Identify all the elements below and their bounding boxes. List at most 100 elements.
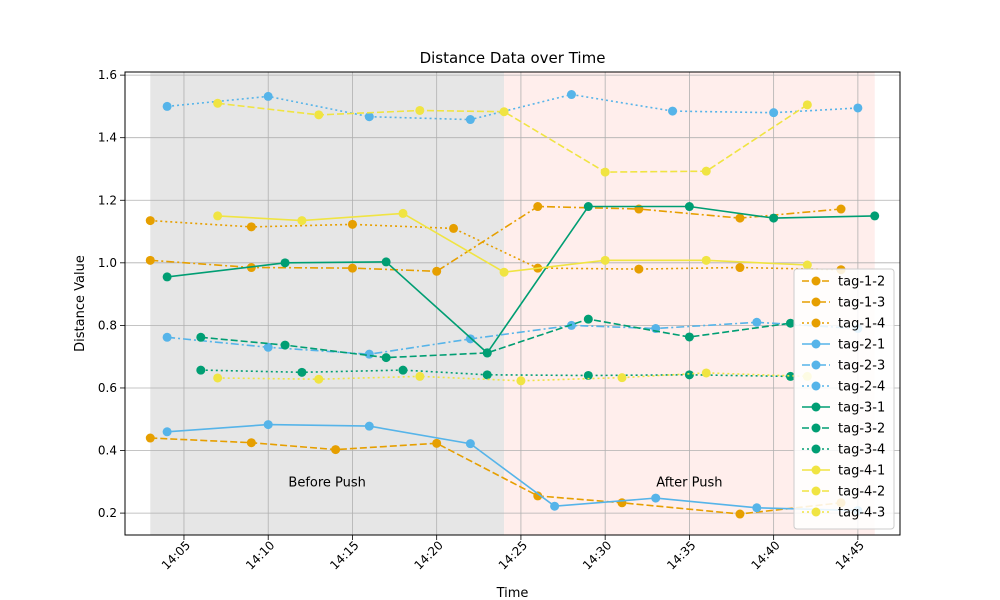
y-tick-label-7: 1.6 <box>98 68 117 82</box>
legend-label-tag-1-2: tag-1-2 <box>838 275 885 290</box>
data-point-tag-3-1-1 <box>280 258 290 268</box>
series-tag-3-4 <box>196 365 795 381</box>
data-point-tag-2-1-1 <box>263 420 273 430</box>
legend-marker-tag-4-3 <box>811 507 821 517</box>
series-tag-3-1 <box>162 202 880 358</box>
data-point-tag-2-3-1 <box>263 342 273 352</box>
series-tag-4-2 <box>213 98 812 177</box>
y-tick-label-0: 0.2 <box>98 506 117 520</box>
legend-label-tag-1-3: tag-1-3 <box>838 296 885 311</box>
y-axis-ticks: 0.2 0.4 0.6 0.8 1.0 1.2 1.4 1.6 <box>98 68 125 520</box>
data-point-tag-1-2-2 <box>331 445 341 455</box>
region-annotations: Before Push After Push <box>288 476 722 491</box>
y-axis-label: Distance Value <box>73 255 88 352</box>
shaded-regions <box>150 72 875 535</box>
data-point-tag-4-2-5 <box>701 166 711 176</box>
legend-item-tag-2-3: tag-2-3 <box>802 359 885 374</box>
legend-marker-tag-2-1 <box>811 339 821 349</box>
data-point-tag-1-4-2 <box>347 219 357 229</box>
data-point-tag-3-1-6 <box>769 213 779 223</box>
data-point-tag-2-1-2 <box>364 421 374 431</box>
series-line-tag-3-1 <box>167 205 875 355</box>
series-line-tag-1-2 <box>150 437 842 515</box>
data-point-tag-1-4-1 <box>246 222 256 232</box>
legend-label-tag-2-4: tag-2-4 <box>838 380 885 395</box>
data-point-tag-4-1-1 <box>297 216 307 226</box>
data-point-tag-2-4-6 <box>769 108 779 118</box>
data-point-tag-3-4-6 <box>785 371 795 381</box>
data-point-tag-2-4-1 <box>263 91 273 101</box>
data-point-tag-4-1-5 <box>701 255 711 265</box>
data-point-tag-2-3-0 <box>162 332 172 342</box>
data-point-tag-1-2-5 <box>617 498 627 508</box>
grid-lines <box>125 72 900 535</box>
legend-label-tag-3-4: tag-3-4 <box>838 443 885 458</box>
data-point-tag-3-2-6 <box>785 318 795 328</box>
legend-marker-tag-4-2 <box>811 486 821 496</box>
y-tick-label-5: 1.2 <box>98 193 117 207</box>
y-tick-label-2: 0.6 <box>98 381 117 395</box>
legend-item-tag-1-2: tag-1-2 <box>802 275 885 290</box>
data-point-tag-1-2-4 <box>533 491 543 501</box>
series-line-tag-1-3 <box>150 205 842 273</box>
data-point-tag-1-3-3 <box>432 266 442 276</box>
data-point-tag-4-1-6 <box>802 260 812 270</box>
legend-label-tag-3-1: tag-3-1 <box>838 401 885 416</box>
series-line-tag-2-4 <box>167 93 858 121</box>
y-tick-label-6: 1.4 <box>98 131 117 145</box>
data-point-tag-1-3-6 <box>735 213 745 223</box>
data-point-tag-1-4-6 <box>735 263 745 273</box>
data-point-tag-2-4-4 <box>566 90 576 100</box>
legend-marker-tag-4-1 <box>811 465 821 475</box>
data-point-tag-4-2-1 <box>314 110 324 120</box>
series-tag-3-2 <box>196 314 795 363</box>
series-tag-2-4 <box>162 90 863 125</box>
data-point-tag-4-1-0 <box>213 211 223 221</box>
data-point-tag-4-3-1 <box>314 374 324 384</box>
legend-marker-tag-1-2 <box>811 276 821 286</box>
legend-marker-tag-2-4 <box>811 381 821 391</box>
data-point-tag-2-3-6 <box>752 317 762 327</box>
legend-item-tag-4-3: tag-4-3 <box>802 506 885 521</box>
y-tick-label-1: 0.4 <box>98 444 117 458</box>
legend-item-tag-3-1: tag-3-1 <box>802 401 885 416</box>
legend: tag-1-2 tag-1-3 tag-1-4 tag-2-1 tag-2-3 tag-2… <box>793 268 895 530</box>
data-point-tag-3-4-3 <box>482 370 492 380</box>
data-point-tag-4-1-2 <box>398 208 408 218</box>
data-point-tag-3-1-4 <box>583 202 593 212</box>
legend-item-tag-4-2: tag-4-2 <box>802 485 885 500</box>
data-point-tag-1-4-3 <box>449 223 459 233</box>
data-point-tag-4-3-4 <box>617 373 627 383</box>
data-point-tag-1-3-0 <box>145 255 155 265</box>
data-point-tag-4-2-4 <box>600 167 610 177</box>
legend-marker-tag-3-2 <box>811 423 821 433</box>
data-point-tag-4-3-5 <box>701 368 711 378</box>
data-point-tag-1-2-1 <box>246 438 256 448</box>
data-point-tag-3-4-4 <box>583 370 593 380</box>
legend-box <box>793 268 895 530</box>
data-point-tag-4-2-0 <box>213 98 223 108</box>
legend-item-tag-3-2: tag-3-2 <box>802 422 885 437</box>
data-point-tag-4-1-3 <box>499 267 509 277</box>
data-point-tag-1-4-0 <box>145 216 155 226</box>
data-point-tag-1-3-2 <box>347 263 357 273</box>
data-point-tag-4-3-0 <box>213 373 223 383</box>
data-point-tag-3-2-4 <box>583 314 593 324</box>
data-point-tag-2-4-7 <box>853 103 863 113</box>
data-point-tag-2-4-5 <box>668 106 678 116</box>
data-point-tag-3-4-2 <box>398 365 408 375</box>
legend-item-tag-2-1: tag-2-1 <box>802 338 885 353</box>
data-point-tag-3-2-2 <box>381 353 391 363</box>
data-point-tag-3-1-2 <box>381 257 391 267</box>
data-point-tag-2-1-6 <box>752 503 762 513</box>
legend-label-tag-3-2: tag-3-2 <box>838 422 885 437</box>
data-point-tag-2-4-3 <box>465 115 475 125</box>
legend-label-tag-1-4: tag-1-4 <box>838 317 885 332</box>
series-tag-1-2 <box>145 433 846 519</box>
data-point-tag-1-2-0 <box>145 433 155 443</box>
data-point-tag-2-4-0 <box>162 101 172 111</box>
data-point-tag-3-2-1 <box>280 340 290 350</box>
data-point-tag-3-2-0 <box>196 332 206 342</box>
series-lines <box>145 90 880 519</box>
